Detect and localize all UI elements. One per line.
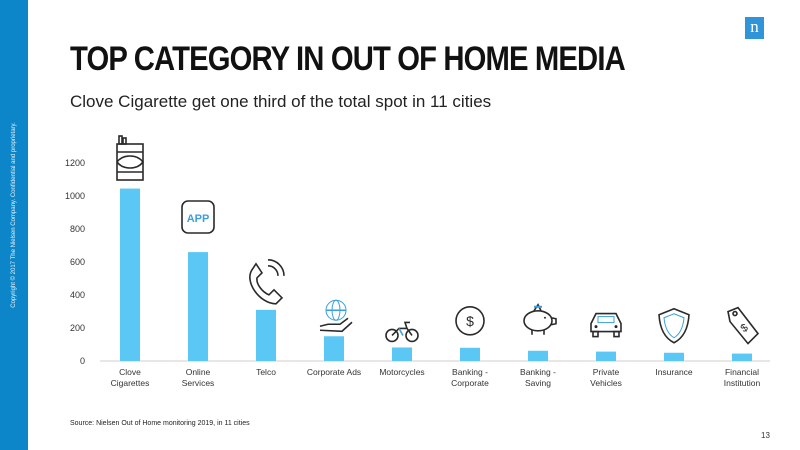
motorcycle-icon: [385, 321, 419, 343]
app-icon: APP: [181, 200, 215, 234]
x-tick-label: Institution: [724, 378, 761, 388]
bar: [324, 336, 344, 361]
x-tick-label: Banking -: [452, 367, 488, 377]
bar: [732, 353, 752, 361]
x-tick-label: Financial: [725, 367, 759, 377]
source-note: Source: Nielsen Out of Home monitoring 2…: [70, 420, 250, 427]
dollar-coin-icon: $: [455, 305, 485, 336]
bar: [392, 347, 412, 361]
bar: [188, 252, 208, 361]
y-tick-label: 200: [70, 323, 85, 333]
car-icon: [590, 312, 622, 338]
shield-icon: [658, 307, 690, 344]
bar: [120, 188, 140, 361]
y-tick-label: 0: [80, 356, 85, 366]
x-tick-label: Vehicles: [590, 378, 622, 388]
y-tick-label: 400: [70, 290, 85, 300]
coin-symbol: $: [466, 313, 474, 329]
x-tick-label: Telco: [256, 367, 276, 377]
y-tick-label: 1200: [65, 158, 85, 168]
x-tick-label: Motorcycles: [379, 367, 424, 377]
x-tick-label: Services: [182, 378, 215, 388]
app-icon-text: APP: [187, 213, 210, 225]
x-tick-label: Corporate Ads: [307, 367, 361, 377]
x-tick-label: Online: [186, 367, 211, 377]
side-bar: Copyright © 2017 The Nielsen Company. Co…: [0, 0, 28, 450]
slide-title: TOP CATEGORY IN OUT OF HOME MEDIA: [70, 40, 626, 78]
bar: [664, 352, 684, 361]
y-tick-label: 600: [70, 257, 85, 267]
x-tick-label: Saving: [525, 378, 551, 388]
x-tick-label: Insurance: [655, 367, 693, 377]
globe-hand-icon: [319, 299, 353, 333]
price-tag-icon: $: [727, 306, 760, 345]
x-tick-label: Cigarettes: [111, 378, 150, 388]
x-tick-label: Private: [593, 367, 620, 377]
y-tick-label: 1000: [65, 191, 85, 201]
bar: [596, 351, 616, 361]
nielsen-logo: n: [745, 17, 764, 39]
bar: [460, 347, 480, 361]
tag-symbol: $: [739, 322, 751, 335]
x-tick-label: Banking -: [520, 367, 556, 377]
x-tick-label: Clove: [119, 367, 141, 377]
bar: [528, 350, 548, 361]
page-number: 13: [761, 431, 770, 440]
y-tick-label: 800: [70, 224, 85, 234]
phone-icon: [249, 259, 285, 305]
cigarette-pack-icon: [116, 135, 145, 181]
piggy-bank-icon: [523, 303, 557, 335]
x-tick-label: Corporate: [451, 378, 489, 388]
bar: [256, 309, 276, 361]
slide-subtitle: Clove Cigarette get one third of the tot…: [70, 92, 492, 111]
